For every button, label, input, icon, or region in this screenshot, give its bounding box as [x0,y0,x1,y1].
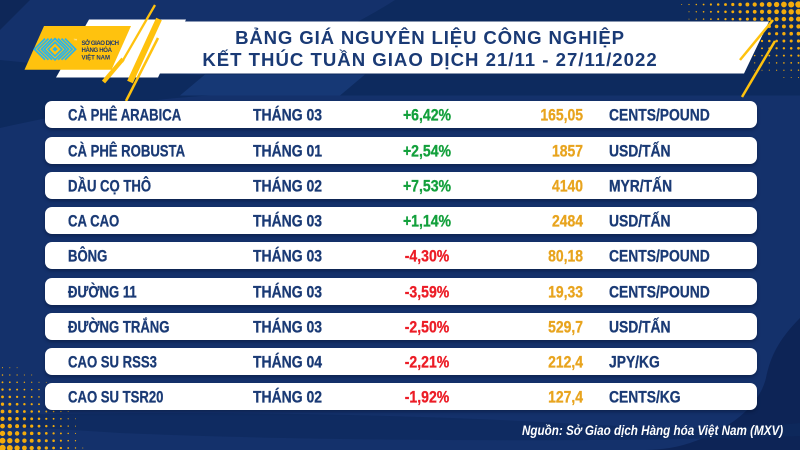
svg-text:HÀNG HÓA: HÀNG HÓA [82,46,113,54]
svg-text:™: ™ [73,37,77,42]
svg-text:SỞ GIAO DỊCH: SỞ GIAO DỊCH [82,40,120,47]
svg-text:VIỆT NAM: VIỆT NAM [82,53,111,61]
